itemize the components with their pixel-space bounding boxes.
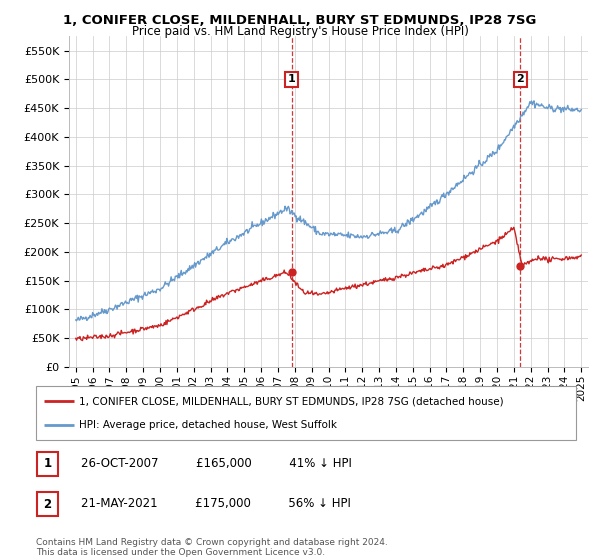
Text: 1: 1 [43, 457, 52, 470]
Text: Contains HM Land Registry data © Crown copyright and database right 2024.
This d: Contains HM Land Registry data © Crown c… [36, 538, 388, 557]
Text: 21-MAY-2021          £175,000          56% ↓ HPI: 21-MAY-2021 £175,000 56% ↓ HPI [81, 497, 351, 511]
Text: 1: 1 [288, 74, 296, 85]
Text: 1, CONIFER CLOSE, MILDENHALL, BURY ST EDMUNDS, IP28 7SG: 1, CONIFER CLOSE, MILDENHALL, BURY ST ED… [64, 14, 536, 27]
Text: 26-OCT-2007          £165,000          41% ↓ HPI: 26-OCT-2007 £165,000 41% ↓ HPI [81, 457, 352, 470]
Text: 2: 2 [517, 74, 524, 85]
Text: HPI: Average price, detached house, West Suffolk: HPI: Average price, detached house, West… [79, 419, 337, 430]
Text: 1, CONIFER CLOSE, MILDENHALL, BURY ST EDMUNDS, IP28 7SG (detached house): 1, CONIFER CLOSE, MILDENHALL, BURY ST ED… [79, 396, 504, 407]
Text: 2: 2 [43, 497, 52, 511]
Text: Price paid vs. HM Land Registry's House Price Index (HPI): Price paid vs. HM Land Registry's House … [131, 25, 469, 38]
